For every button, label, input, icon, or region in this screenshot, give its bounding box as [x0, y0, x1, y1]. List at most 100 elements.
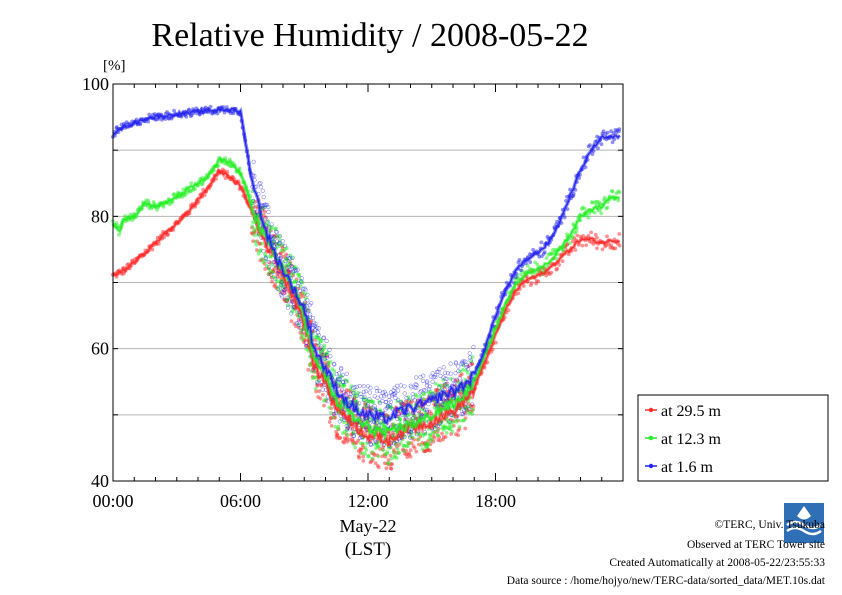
sample-point-series-2: [328, 354, 333, 359]
sample-point-series-2: [344, 371, 349, 376]
sample-point-series-2: [375, 395, 380, 400]
sample-point-series-2: [266, 265, 271, 270]
sample-point-series-1: [610, 189, 615, 194]
sample-point-series-2: [617, 127, 622, 132]
sample-point-series-1: [419, 443, 424, 447]
sample-point-series-0: [357, 455, 362, 460]
sample-point-series-2: [283, 258, 288, 264]
sample-point-series-0: [361, 454, 366, 459]
sample-point-series-1: [544, 256, 549, 261]
sample-point-series-2: [427, 387, 432, 392]
sample-point-series-1: [433, 381, 438, 386]
sample-point-series-2: [347, 394, 353, 399]
sample-point-series-2: [299, 279, 304, 284]
sample-point-series-0: [595, 246, 599, 251]
sample-point-series-2: [425, 407, 430, 412]
sample-point-series-2: [277, 241, 282, 246]
sample-point-series-2: [290, 255, 295, 260]
sample-point-series-0: [617, 243, 622, 248]
sample-point-series-2: [362, 397, 367, 403]
chart-title: Relative Humidity / 2008-05-22: [151, 17, 588, 54]
sample-point-series-2: [315, 340, 320, 345]
legend-box: [637, 394, 829, 482]
sample-point-series-1: [193, 187, 197, 191]
sample-point-series-1: [260, 241, 264, 246]
sample-point-series-0: [361, 458, 366, 463]
sample-point-series-2: [416, 409, 421, 414]
sample-point-series-1: [586, 215, 591, 220]
sample-point-series-2: [408, 435, 413, 440]
sample-point-series-2: [258, 185, 264, 190]
sample-point-series-1: [284, 246, 289, 251]
footer-copyright: ©TERC, Univ. Tsukuba: [714, 519, 825, 531]
sample-point-series-1: [299, 333, 304, 337]
sample-point-series-2: [319, 349, 324, 354]
x-axis-unit-label: (LST): [345, 539, 391, 560]
y-tick-label: 40: [91, 471, 109, 491]
sample-point-series-1: [363, 451, 368, 456]
sample-point-series-2: [351, 391, 356, 396]
sample-point-series-2: [295, 267, 300, 272]
sample-point-series-2: [470, 402, 475, 407]
sample-point-series-2: [427, 384, 432, 389]
sample-point-series-1: [461, 367, 465, 372]
sample-point-series-2: [285, 305, 291, 310]
sample-point-series-2: [343, 379, 348, 384]
x-tick-label: 12:00: [347, 491, 388, 511]
sample-point-series-2: [393, 390, 398, 396]
sample-point-series-0: [414, 449, 419, 454]
sample-point-series-0: [407, 451, 411, 456]
footer-created: Created Automatically at 2008-05-22/23:5…: [609, 557, 825, 569]
sample-point-series-0: [345, 439, 350, 444]
sample-point-series-2: [284, 298, 289, 303]
sample-point-series-1: [351, 442, 356, 446]
sample-point-series-2: [352, 385, 357, 390]
sample-point-series-2: [461, 412, 466, 417]
sample-point-series-0: [384, 466, 389, 471]
sample-point-series-2: [306, 309, 311, 314]
sample-point-series-2: [421, 373, 426, 378]
sample-point-series-2: [296, 320, 301, 325]
sample-point-series-0: [263, 267, 268, 271]
sample-point-series-0: [338, 435, 343, 440]
terc-logo: [784, 503, 824, 543]
sample-point-series-2: [610, 140, 615, 145]
sample-point-series-2: [368, 385, 373, 391]
sample-point-series-2: [456, 369, 461, 374]
sample-point-series-1: [574, 229, 579, 234]
sample-point-series-2: [453, 371, 458, 376]
sample-point-series-2: [322, 356, 328, 361]
sample-point-series-2: [281, 291, 286, 296]
sample-point-series-2: [303, 287, 308, 292]
sample-point-series-1: [432, 430, 437, 435]
sample-point-series-1: [407, 441, 411, 446]
sample-point-series-0: [441, 437, 446, 442]
sample-point-series-2: [428, 374, 433, 379]
sample-point-series-2: [337, 419, 342, 424]
sample-point-series-2: [321, 336, 326, 341]
sample-point-series-2: [357, 401, 362, 406]
series-line-2: [112, 107, 621, 424]
sample-point-series-0: [432, 435, 437, 440]
sample-point-series-2: [187, 107, 191, 112]
series-line-0: [112, 169, 620, 447]
sample-point-series-1: [426, 442, 431, 447]
sample-point-series-2: [316, 330, 321, 335]
sample-point-series-2: [453, 360, 458, 365]
sample-point-series-2: [466, 407, 472, 412]
sample-point-series-0: [270, 279, 274, 284]
sample-point-series-2: [359, 394, 364, 400]
sample-point-series-2: [275, 286, 280, 292]
sample-point-series-0: [595, 235, 599, 240]
sample-point-series-1: [376, 454, 381, 459]
sample-point-series-2: [138, 122, 143, 127]
sample-point-series-0: [584, 243, 589, 248]
sample-point-series-1: [435, 433, 440, 438]
sample-point-series-1: [253, 239, 258, 244]
sample-point-series-2: [425, 380, 430, 385]
sample-point-series-2: [289, 311, 294, 316]
sample-point-series-2: [433, 374, 438, 380]
footer-source: Data source : /home/hojyo/new/TERC-data/…: [506, 575, 825, 587]
sample-point-series-1: [301, 335, 306, 340]
sample-point-series-2: [319, 344, 324, 349]
